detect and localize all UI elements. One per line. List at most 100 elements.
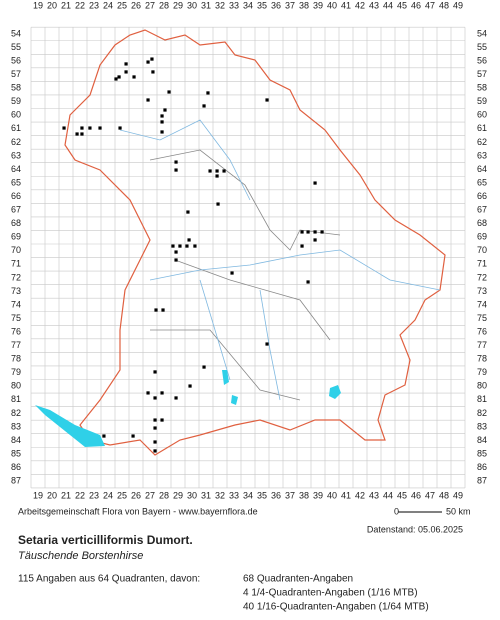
- row-label: 72: [477, 272, 487, 282]
- occurrence: [174, 160, 178, 164]
- occurrence: [132, 75, 136, 79]
- occurrence: [160, 418, 164, 422]
- occurrence: [131, 434, 135, 438]
- occurrence: [171, 244, 175, 248]
- row-label: 79: [11, 367, 21, 377]
- row-label: 80: [477, 381, 487, 391]
- column-label: 23: [89, 490, 99, 500]
- row-label: 73: [11, 286, 21, 296]
- row-label: 87: [477, 476, 487, 486]
- column-label: 33: [229, 490, 239, 500]
- row-label: 83: [477, 421, 487, 431]
- row-label: 78: [477, 354, 487, 364]
- row-label: 63: [11, 150, 21, 160]
- row-label: 86: [11, 462, 21, 472]
- column-label: 34: [243, 490, 253, 500]
- column-label: 40: [327, 0, 337, 10]
- row-label: 68: [477, 218, 487, 228]
- column-label: 29: [173, 490, 183, 500]
- row-label: 76: [477, 326, 487, 336]
- row-label: 55: [11, 42, 21, 52]
- row-label: 66: [477, 191, 487, 201]
- occurrence: [230, 271, 234, 275]
- detail: 40 1/16-Quadranten-Angaben (1/64 MTB): [243, 602, 429, 613]
- row-label: 65: [477, 177, 487, 187]
- row-label: 70: [477, 245, 487, 255]
- column-label: 19: [33, 0, 43, 10]
- occurrence: [88, 126, 92, 130]
- row-label: 57: [477, 69, 487, 79]
- row-label: 75: [11, 313, 21, 323]
- row-label: 69: [477, 232, 487, 242]
- occurrence: [202, 104, 206, 108]
- column-label: 29: [173, 0, 183, 10]
- occurrence: [160, 114, 164, 118]
- scale-start: 0: [394, 506, 399, 516]
- occurrence: [102, 434, 106, 438]
- column-label: 47: [425, 490, 435, 500]
- row-label: 60: [477, 110, 487, 120]
- row-label: 64: [477, 164, 487, 174]
- row-label: 82: [11, 408, 21, 418]
- occurrence: [163, 108, 167, 112]
- row-label: 85: [477, 448, 487, 458]
- column-label: 21: [61, 490, 71, 500]
- occurrence: [146, 98, 150, 102]
- column-label: 37: [285, 490, 295, 500]
- occurrence: [146, 60, 150, 64]
- column-label: 48: [439, 0, 449, 10]
- row-label: 54: [477, 28, 487, 38]
- occurrence: [300, 244, 304, 248]
- occurrence: [153, 426, 157, 430]
- row-label: 83: [11, 421, 21, 431]
- occurrence: [186, 210, 190, 214]
- row-label: 86: [477, 462, 487, 472]
- column-label: 19: [33, 490, 43, 500]
- row-label: 58: [11, 83, 21, 93]
- column-label: 23: [89, 0, 99, 10]
- detail: 68 Quadranten-Angaben: [243, 574, 353, 585]
- row-label: 76: [11, 326, 21, 336]
- occurrence: [160, 130, 164, 134]
- column-label: 35: [257, 0, 267, 10]
- occurrence: [118, 126, 122, 130]
- row-label: 74: [11, 299, 21, 309]
- occurrence: [306, 280, 310, 284]
- lakes: [222, 370, 341, 405]
- row-label: 67: [477, 205, 487, 215]
- occurrence: [222, 169, 226, 173]
- row-label: 69: [11, 232, 21, 242]
- column-label: 28: [159, 0, 169, 10]
- row-label: 66: [11, 191, 21, 201]
- column-label: 31: [201, 0, 211, 10]
- occurrence: [160, 391, 164, 395]
- column-label: 38: [299, 490, 309, 500]
- row-label: 77: [477, 340, 487, 350]
- row-label: 65: [11, 177, 21, 187]
- column-label: 22: [75, 490, 85, 500]
- row-label: 54: [11, 28, 21, 38]
- occurrence: [153, 370, 157, 374]
- column-label: 22: [75, 0, 85, 10]
- occurrence: [215, 169, 219, 173]
- occurrence: [80, 132, 84, 136]
- occurrence: [154, 308, 158, 312]
- row-label: 79: [477, 367, 487, 377]
- occurrence: [150, 57, 154, 61]
- summary: 115 Angaben aus 64 Quadranten, davon:: [18, 574, 200, 585]
- occurrence: [208, 169, 212, 173]
- column-label: 47: [425, 0, 435, 10]
- occurrence: [160, 120, 164, 124]
- occurrence: [75, 132, 79, 136]
- occurrence: [167, 90, 171, 94]
- column-label: 34: [243, 0, 253, 10]
- column-label: 24: [103, 490, 113, 500]
- occurrence: [300, 230, 304, 234]
- occurrence: [193, 244, 197, 248]
- row-label: 81: [11, 394, 21, 404]
- detail: 4 1/4-Quadranten-Angaben (1/16 MTB): [243, 588, 418, 599]
- column-label: 32: [215, 490, 225, 500]
- occurrences: [62, 57, 324, 453]
- row-label: 59: [11, 96, 21, 106]
